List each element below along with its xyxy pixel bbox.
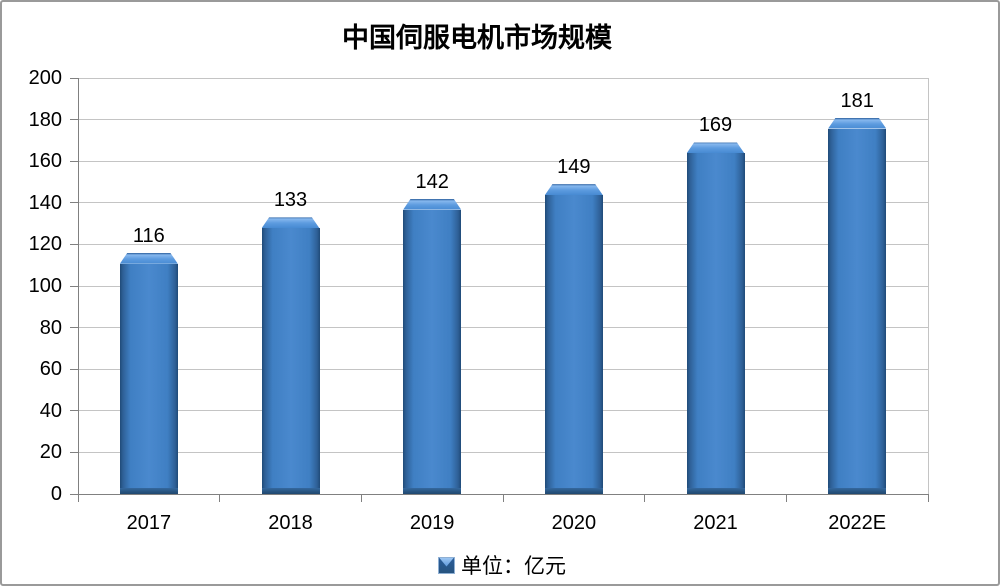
bar-value-label: 142 — [415, 170, 449, 193]
grid-line — [78, 202, 928, 204]
y-tick-label: 40 — [39, 399, 62, 422]
x-tick-label: 2022E — [828, 512, 887, 534]
x-axis-tick — [785, 494, 787, 502]
grid-line — [78, 410, 928, 412]
y-tick-label: 60 — [39, 358, 62, 381]
y-tick-label: 120 — [28, 233, 62, 256]
bar — [686, 142, 745, 494]
y-axis-tick — [70, 77, 78, 79]
bar-value-label: 149 — [557, 156, 591, 179]
grid-line — [78, 119, 928, 121]
y-tick-label: 180 — [28, 108, 62, 131]
bar-top-bevel — [544, 184, 603, 196]
y-tick-label: 0 — [50, 483, 62, 505]
bar — [544, 184, 603, 494]
x-tick-label: 2018 — [268, 512, 313, 534]
bar-top-bevel — [261, 217, 320, 229]
grid-line — [78, 285, 928, 287]
bar-base — [828, 487, 887, 494]
x-axis-tick — [219, 494, 221, 502]
x-tick-label: 2020 — [551, 512, 597, 534]
bar-base — [119, 487, 178, 494]
legend-label: 单位：亿元 — [461, 554, 566, 578]
x-axis-tick — [77, 494, 79, 502]
bar — [261, 217, 320, 494]
bar-top-bevel — [828, 117, 887, 129]
y-axis-line — [77, 78, 79, 494]
x-axis-tick — [927, 494, 929, 502]
x-tick-label: 2017 — [126, 512, 172, 534]
bar-body — [261, 228, 320, 488]
bar-top-bevel — [403, 198, 462, 210]
y-axis-tick — [70, 285, 78, 287]
chart-title: 中国伺服电机市场规模 — [342, 23, 612, 54]
bar-value-label: 116 — [132, 224, 165, 247]
y-tick-label: 20 — [39, 441, 62, 464]
bar-top-bevel — [119, 252, 178, 264]
bar-top-bevel — [686, 142, 745, 154]
y-axis-tick — [70, 368, 78, 370]
bar-base — [544, 487, 603, 494]
y-tick-label: 80 — [39, 316, 62, 339]
y-axis-tick — [70, 202, 78, 204]
bar-body — [544, 195, 603, 488]
x-axis-tick — [644, 494, 646, 502]
y-axis-tick — [70, 451, 78, 453]
legend: 单位：亿元 — [2, 550, 998, 580]
y-axis-tick — [70, 493, 78, 495]
y-tick-label: 100 — [28, 275, 62, 297]
bar-base — [686, 487, 745, 494]
bar — [119, 252, 178, 494]
grid-line — [78, 368, 928, 370]
grid-line — [78, 451, 928, 453]
plot-right-border — [927, 78, 929, 494]
y-tick-label: 200 — [28, 67, 62, 89]
bar-body — [403, 209, 462, 488]
bar-base — [403, 487, 462, 494]
grid-line — [78, 327, 928, 329]
grid-line — [78, 160, 928, 162]
x-axis-tick — [502, 494, 504, 502]
x-tick-label: 2021 — [693, 512, 738, 534]
y-tick-label: 160 — [28, 150, 62, 173]
y-axis-tick — [70, 119, 78, 121]
bar-value-label: 133 — [273, 189, 308, 212]
bar-body — [119, 263, 178, 488]
y-axis-tick — [70, 327, 78, 329]
legend-marker-icon — [438, 556, 455, 574]
y-axis-tick — [70, 160, 78, 162]
x-tick-label: 2019 — [409, 512, 455, 534]
bar-value-label: 181 — [840, 89, 874, 112]
bar-base — [261, 487, 320, 494]
bar-body — [686, 153, 745, 488]
bar-value-label: 169 — [698, 114, 733, 137]
bar-body — [828, 128, 887, 488]
y-axis-tick — [70, 410, 78, 412]
bar — [828, 117, 887, 494]
grid-line — [78, 243, 928, 245]
grid-line — [78, 77, 928, 79]
y-axis-tick — [70, 243, 78, 245]
y-tick-label: 140 — [28, 191, 62, 214]
bar — [403, 198, 462, 494]
x-axis-tick — [360, 494, 362, 502]
